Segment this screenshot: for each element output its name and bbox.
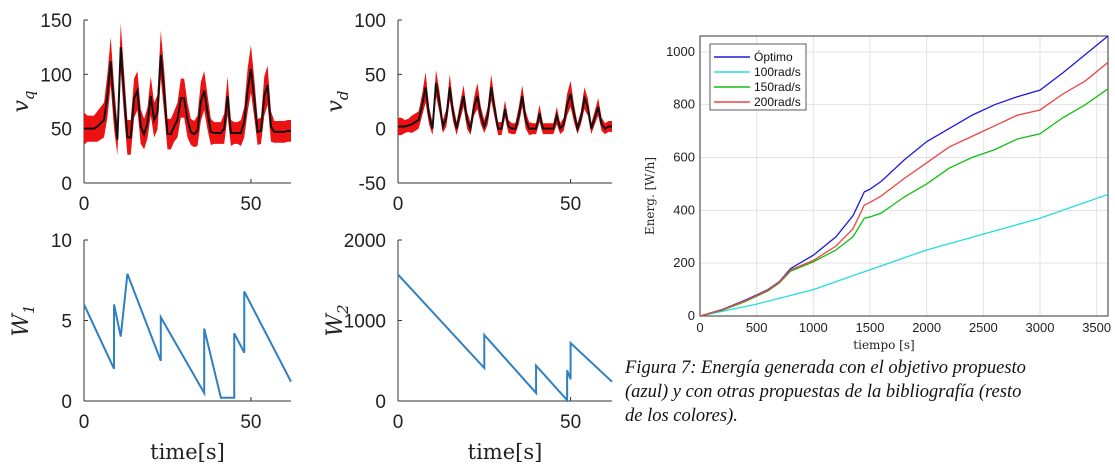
chart-panel-4: 0 1000 2000 0 50 W2 time[s] — [323, 231, 613, 464]
x-tick-label: 0 — [79, 412, 90, 433]
energy-chart: 0 200 400 600 800 1000 0 500 1000 1500 2000 2500 300… — [643, 35, 1111, 352]
y-axis-label: W1 — [9, 304, 38, 336]
legend-label: 200rad/s — [754, 95, 801, 109]
x-tick-label: 0 — [79, 194, 90, 215]
chart-panel-3: 0 5 10 0 50 W1 time[s] — [9, 231, 292, 464]
y-tick-label: 0 — [375, 392, 386, 413]
series-line — [398, 82, 612, 133]
y-tick-label: 0 — [61, 174, 72, 195]
y-axis-label-main: W — [323, 312, 348, 337]
y-tick-label: 2000 — [344, 231, 386, 252]
x-axis-label: tiempo [s] — [853, 338, 914, 352]
y-tick-label: 10 — [51, 231, 72, 252]
y-tick-label: 100 — [354, 11, 386, 32]
legend-label: 100rad/s — [754, 65, 801, 79]
x-tick-label: 3000 — [1026, 320, 1055, 335]
series-line — [83, 273, 292, 399]
y-tick-label: 1000 — [344, 312, 386, 333]
x-tick-label: 50 — [560, 194, 581, 215]
caption-line-3: de los colores). — [625, 406, 738, 426]
y-tick-label: 800 — [673, 97, 695, 112]
y-tick-label: 5 — [61, 312, 72, 333]
x-tick-label: 0 — [696, 320, 703, 335]
chart-panel-1: 0 50 100 150 0 50 vq — [9, 11, 291, 215]
y-axis-label-main: v — [323, 100, 348, 113]
y-axis-label-main: W — [9, 312, 34, 337]
y-axis-label: vq — [9, 90, 38, 112]
x-axis-label: time[s] — [468, 440, 543, 464]
figure-caption: Figura 7: Energía generada con el objeti… — [625, 356, 1113, 428]
x-tick-label: 0 — [393, 194, 404, 215]
caption-line-2: (azul) y con otras propuestas de la bibl… — [625, 382, 1022, 402]
x-tick-label: 50 — [240, 412, 261, 433]
y-axis-label: vd — [323, 90, 352, 112]
series-line — [397, 273, 613, 403]
uncertainty-band — [398, 69, 612, 136]
x-tick-label: 2000 — [912, 320, 941, 335]
uncertainty-band — [84, 23, 291, 155]
series-line-4 — [700, 61, 1108, 316]
y-tick-label: 200 — [673, 255, 695, 270]
y-tick-label: 0 — [688, 308, 695, 323]
chart-panel-2: -50 0 50 100 0 50 vd — [323, 11, 612, 215]
y-tick-label: 150 — [40, 11, 72, 32]
y-tick-label: 100 — [40, 65, 72, 86]
series-line — [84, 47, 291, 140]
x-tick-label: 3500 — [1082, 320, 1111, 335]
y-tick-label: 50 — [365, 65, 386, 86]
legend-label: Óptimo — [754, 49, 793, 64]
x-tick-label: 1500 — [856, 320, 885, 335]
x-tick-label: 50 — [240, 194, 261, 215]
y-axis-label: W2 — [323, 304, 352, 336]
x-tick-label: 0 — [393, 412, 404, 433]
legend-label: 150rad/s — [754, 80, 801, 94]
y-axis-label: Energ. [W/h] — [643, 157, 657, 235]
y-tick-label: 0 — [375, 120, 386, 141]
legend-box — [709, 43, 807, 111]
x-axis-label: time[s] — [150, 440, 225, 464]
x-tick-label: 500 — [746, 320, 768, 335]
y-tick-label: 1000 — [666, 44, 695, 59]
y-axis-label-subscript: 1 — [20, 304, 38, 314]
y-axis-label-subscript: q — [20, 90, 38, 100]
y-axis-label-subscript: d — [334, 90, 352, 100]
y-tick-label: 50 — [51, 120, 72, 141]
y-tick-label: 600 — [673, 150, 695, 165]
series-line-2 — [700, 193, 1108, 316]
y-tick-label: -50 — [359, 174, 386, 195]
x-tick-label: 2500 — [969, 320, 998, 335]
caption-line-1: Figura 7: Energía generada con el objeti… — [625, 358, 1026, 378]
y-axis-label-main: v — [9, 100, 34, 113]
y-tick-label: 0 — [61, 392, 72, 413]
y-axis-label-subscript: 2 — [334, 304, 352, 315]
x-tick-label: 1000 — [799, 320, 828, 335]
y-tick-label: 400 — [673, 202, 695, 217]
series-line-3 — [700, 88, 1108, 316]
plot-frame — [699, 35, 1109, 317]
x-tick-label: 50 — [560, 412, 581, 433]
